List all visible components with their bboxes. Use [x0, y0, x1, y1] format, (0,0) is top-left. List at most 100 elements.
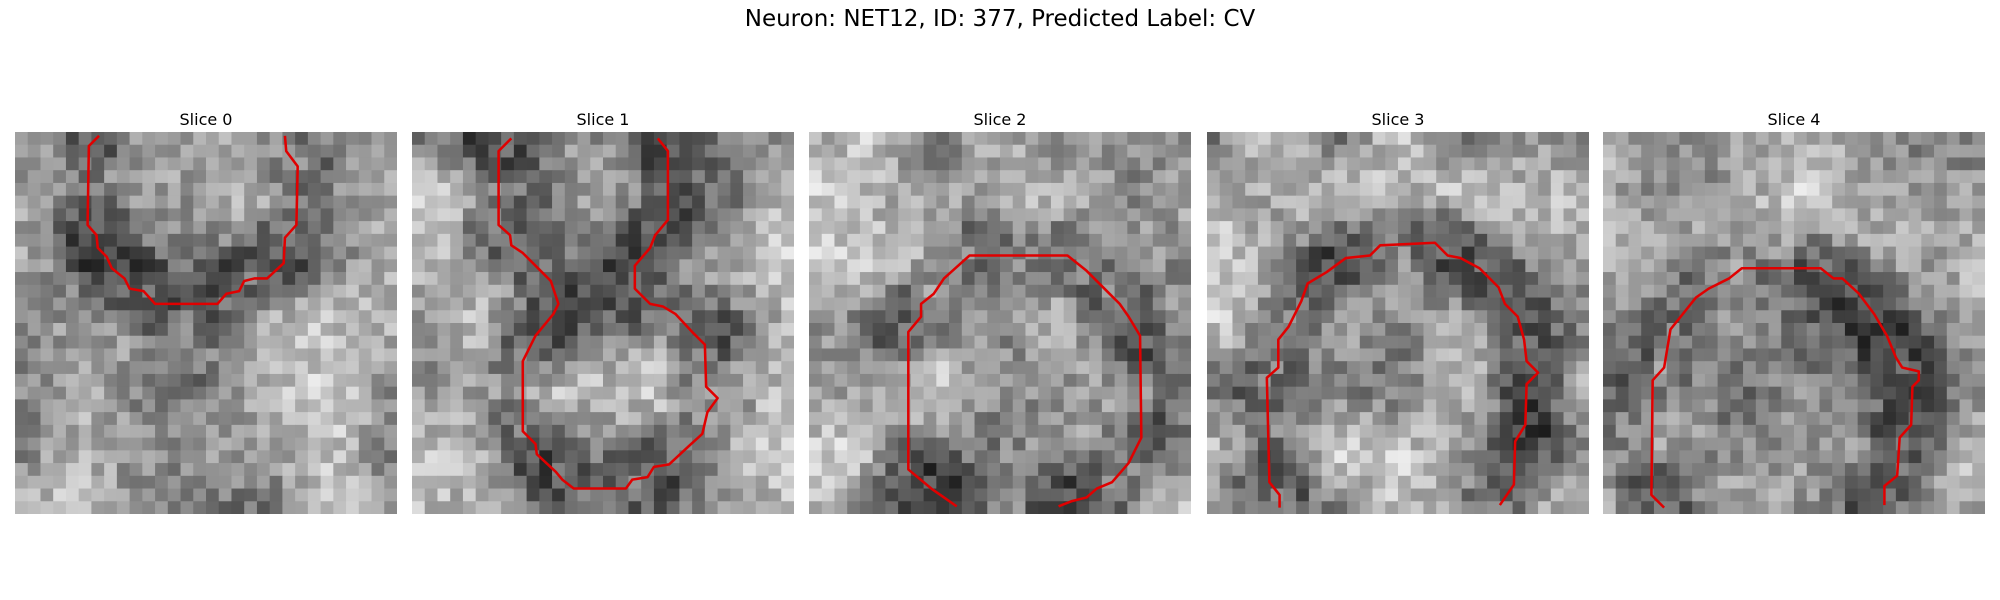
pixel [501, 284, 515, 298]
pixel [768, 323, 782, 337]
pixel [1178, 195, 1191, 209]
pixel [1538, 157, 1552, 171]
pixel [371, 437, 385, 451]
pixel [282, 399, 296, 413]
pixel [475, 170, 489, 184]
pixel [346, 144, 360, 158]
pixel [320, 323, 334, 337]
pixel [666, 144, 680, 158]
pixel [1921, 132, 1935, 146]
pixel [218, 272, 232, 286]
pixel [129, 424, 143, 438]
pixel [1398, 373, 1412, 388]
pixel [1436, 182, 1450, 197]
pixel [40, 399, 54, 413]
pixel [1089, 373, 1103, 388]
pixel [1692, 221, 1706, 235]
pixel [1207, 246, 1221, 260]
pixel [1794, 221, 1808, 235]
pixel [577, 412, 591, 426]
pixel [936, 450, 950, 464]
pixel [1908, 144, 1922, 158]
pixel [27, 488, 41, 502]
pixel [949, 373, 963, 388]
pixel [628, 221, 642, 235]
pixel [1794, 437, 1808, 451]
pixel [1101, 412, 1115, 426]
pixel [872, 272, 886, 286]
pixel [1050, 144, 1065, 158]
pixel [1832, 463, 1846, 477]
pixel [1908, 335, 1922, 349]
pixel [462, 195, 477, 209]
pixel [1832, 386, 1846, 400]
pixel [872, 501, 886, 514]
pixel [412, 310, 426, 324]
pixel [1076, 310, 1090, 324]
pixel [1794, 450, 1808, 464]
pixel [256, 144, 271, 158]
pixel [1794, 284, 1808, 298]
pixel [653, 208, 668, 222]
pixel [872, 310, 886, 324]
pixel [320, 195, 334, 209]
pixel [898, 233, 912, 247]
pixel [1283, 259, 1297, 273]
pixel [384, 323, 397, 337]
pixel [1550, 259, 1564, 273]
pixel [462, 310, 477, 324]
pixel [1398, 450, 1412, 464]
pixel [346, 272, 360, 286]
pixel [1819, 361, 1833, 375]
pixel [155, 450, 169, 464]
pixel [809, 246, 823, 260]
pixel [1385, 488, 1399, 502]
pixel [1219, 373, 1233, 388]
pixel [320, 310, 334, 324]
pixel [987, 132, 1001, 146]
pixel [1692, 475, 1706, 489]
pixel [526, 259, 540, 273]
pixel [1603, 297, 1617, 311]
pixel [1257, 182, 1272, 197]
pixel [717, 335, 731, 349]
pixel [730, 310, 744, 324]
pixel [526, 424, 540, 438]
pixel [1359, 157, 1373, 171]
pixel [65, 361, 80, 375]
pixel [859, 348, 874, 362]
slice-image [809, 132, 1191, 514]
pixel [1270, 297, 1284, 311]
pixel [65, 348, 80, 362]
pixel [1857, 437, 1871, 451]
pixel [834, 501, 848, 514]
pixel [475, 272, 489, 286]
pixel [1012, 284, 1026, 298]
pixel [847, 488, 861, 502]
pixel [590, 361, 604, 375]
pixel [1127, 233, 1141, 247]
pixel [1461, 233, 1475, 247]
pixel [1385, 195, 1399, 209]
pixel [704, 373, 718, 388]
pixel [1334, 373, 1348, 388]
pixel [1666, 488, 1680, 502]
pixel [1207, 272, 1221, 286]
pixel [1781, 297, 1795, 311]
pixel [755, 348, 769, 362]
pixel [65, 297, 80, 311]
pixel [755, 157, 769, 171]
pixel [692, 310, 706, 324]
pixel [628, 335, 642, 349]
pixel [898, 170, 912, 184]
pixel [1794, 399, 1808, 413]
pixel [282, 335, 296, 349]
pixel [129, 233, 143, 247]
pixel [412, 297, 426, 311]
pixel [155, 259, 169, 273]
pixel [1679, 208, 1693, 222]
pixel [974, 297, 988, 311]
pixel [743, 284, 757, 298]
pixel [936, 170, 950, 184]
pixel [1257, 157, 1272, 171]
